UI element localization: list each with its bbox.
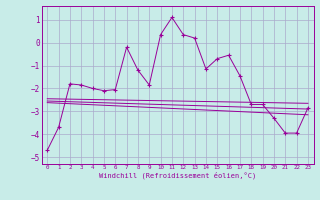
X-axis label: Windchill (Refroidissement éolien,°C): Windchill (Refroidissement éolien,°C)	[99, 172, 256, 179]
